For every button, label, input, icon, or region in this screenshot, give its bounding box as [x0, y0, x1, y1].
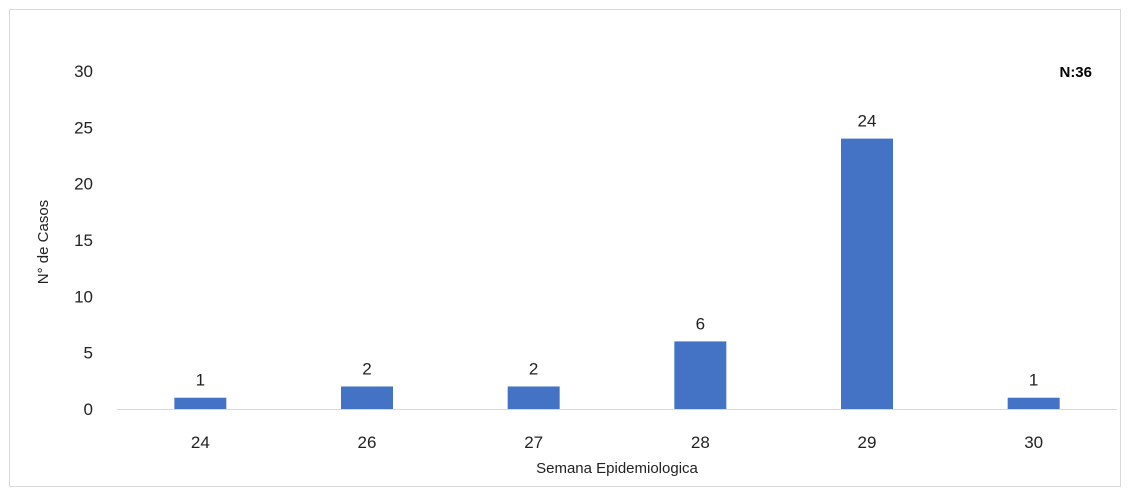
x-axis-title: Semana Epidemiologica — [536, 460, 698, 477]
y-tick-label: 10 — [74, 287, 93, 306]
y-tick-label: 25 — [74, 118, 93, 137]
sample-size-annotation: N:36 — [1059, 64, 1092, 81]
bars — [174, 138, 1060, 409]
x-tick-label: 28 — [691, 433, 710, 452]
y-tick-label: 0 — [84, 400, 93, 419]
x-tick-label: 24 — [191, 433, 210, 452]
y-axis-ticks: 0 5 10 15 20 25 30 — [74, 62, 93, 419]
bar — [507, 386, 560, 409]
data-labels: 1 2 2 6 24 1 — [196, 112, 1039, 390]
x-tick-label: 27 — [524, 433, 543, 452]
bar — [341, 386, 393, 409]
x-tick-label: 26 — [358, 433, 377, 452]
y-tick-label: 5 — [84, 344, 93, 363]
y-tick-label: 20 — [74, 175, 93, 194]
bar — [174, 397, 227, 409]
data-label: 1 — [1029, 371, 1038, 390]
y-tick-label: 30 — [74, 62, 93, 81]
data-label: 24 — [858, 112, 877, 131]
x-tick-label: 30 — [1024, 433, 1043, 452]
data-label: 2 — [529, 359, 538, 378]
bar — [674, 341, 727, 409]
data-label: 2 — [362, 359, 371, 378]
bar — [1007, 397, 1060, 409]
y-axis-title: N° de Casos — [35, 200, 52, 284]
x-tick-label: 29 — [858, 433, 877, 452]
x-axis-ticks: 24 26 27 28 29 30 — [191, 433, 1043, 452]
data-label: 1 — [196, 371, 205, 390]
data-label: 6 — [696, 314, 705, 333]
bar — [841, 138, 893, 409]
y-tick-label: 15 — [74, 231, 93, 250]
